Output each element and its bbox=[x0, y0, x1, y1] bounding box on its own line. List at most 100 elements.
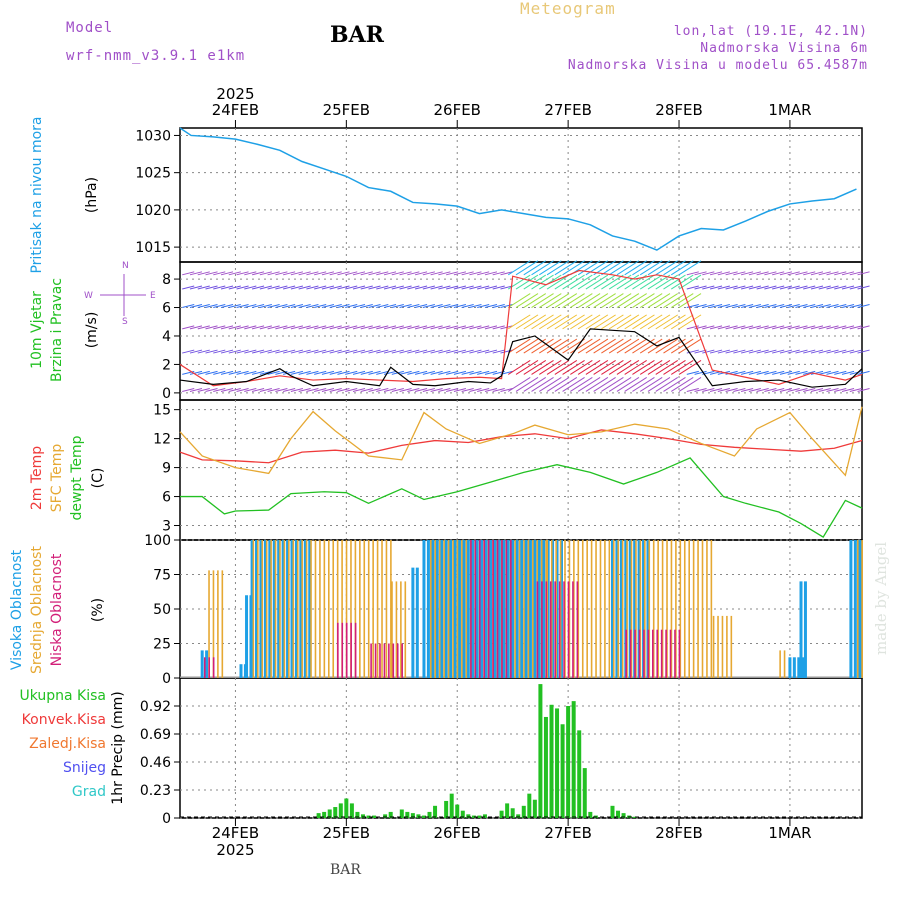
wind-arrow bbox=[803, 271, 816, 276]
wind-arrow bbox=[469, 370, 482, 375]
wind-arrow bbox=[368, 304, 381, 309]
wind-arrow bbox=[725, 325, 738, 330]
precip-bar bbox=[616, 810, 621, 818]
precip-legend-item: Konvek.Kisa bbox=[22, 712, 106, 728]
wind-arrow bbox=[717, 285, 730, 290]
wind-arrow bbox=[189, 387, 203, 392]
wind-arrow bbox=[267, 387, 280, 392]
wind-arrow bbox=[414, 370, 428, 375]
wind-arrow bbox=[220, 304, 234, 309]
wind-arrow bbox=[205, 271, 218, 276]
wind-arrow bbox=[748, 271, 762, 276]
wind-arrow bbox=[772, 271, 785, 276]
wind-arrow bbox=[197, 387, 210, 392]
wind-arrow bbox=[655, 293, 679, 308]
wind-arrow bbox=[500, 387, 513, 392]
wind-arrow bbox=[670, 338, 694, 354]
wind-arrow bbox=[779, 349, 793, 354]
wind-arrow bbox=[756, 370, 769, 375]
wind-arrow bbox=[507, 338, 531, 354]
wind-arrow bbox=[446, 285, 459, 290]
wind-arrow bbox=[810, 304, 824, 309]
wind-arrow bbox=[368, 387, 381, 392]
bottom-axis-year: 2025 bbox=[216, 841, 254, 859]
wind-arrow bbox=[741, 285, 754, 290]
wind-arrow bbox=[228, 271, 241, 276]
temperature-ytick-label: 12 bbox=[153, 432, 171, 448]
wind-arrow bbox=[321, 349, 335, 354]
wind-arrow bbox=[213, 370, 226, 375]
wind-arrow bbox=[585, 274, 609, 290]
wind-arrow bbox=[616, 314, 640, 330]
wind-arrow bbox=[725, 387, 738, 392]
wind-arrow bbox=[461, 304, 474, 309]
wind-arrow bbox=[694, 387, 707, 392]
precip-bar bbox=[460, 810, 465, 818]
wind-arrow bbox=[492, 285, 505, 290]
wind-arrow bbox=[562, 260, 585, 276]
wind-arrow bbox=[655, 359, 679, 375]
wind-dir-n: N bbox=[122, 261, 129, 271]
wind-arrow bbox=[275, 349, 288, 354]
wind-arrow bbox=[834, 325, 847, 330]
wind-arrow bbox=[314, 285, 327, 290]
wind-arrow bbox=[857, 285, 870, 290]
wind-arrow bbox=[647, 314, 671, 330]
wind-arrow bbox=[841, 349, 855, 354]
wind-arrow bbox=[197, 285, 210, 290]
wind-arrow bbox=[360, 325, 373, 330]
wind-arrow bbox=[383, 349, 397, 354]
wind-arrow bbox=[616, 377, 640, 392]
wind-arrow bbox=[205, 325, 218, 330]
wind-arrow bbox=[826, 387, 839, 392]
wind-arrow bbox=[585, 314, 609, 330]
wind-arrow bbox=[686, 271, 699, 276]
wind-arrow bbox=[298, 304, 311, 309]
wind-arrow bbox=[275, 271, 288, 276]
wind-arrow bbox=[616, 274, 640, 290]
wind-arrow bbox=[461, 387, 474, 392]
temp-unit: (C) bbox=[90, 468, 106, 489]
wind-arrow bbox=[205, 387, 218, 392]
wind-arrow bbox=[306, 325, 319, 330]
cloud-ylabel-mid: Srednja Oblacnost bbox=[29, 546, 45, 674]
wind-arrow bbox=[741, 387, 754, 392]
precip-bar bbox=[410, 813, 415, 818]
wind-arrow bbox=[500, 349, 513, 354]
wind-arrow bbox=[686, 387, 699, 392]
wind-arrow bbox=[507, 293, 531, 308]
wind-arrow bbox=[337, 304, 350, 309]
wind-arrow bbox=[523, 377, 547, 392]
wind-arrow bbox=[593, 338, 616, 354]
wind-ytick-label: 0 bbox=[162, 386, 171, 402]
wind-arrow bbox=[345, 387, 358, 392]
wind-arrow bbox=[670, 359, 694, 375]
wind-arrow bbox=[531, 260, 554, 276]
wind-arrow bbox=[803, 370, 816, 375]
wind-arrow bbox=[329, 304, 342, 309]
wind-arrow bbox=[391, 387, 404, 392]
wind-arrow bbox=[422, 349, 435, 354]
wind-arrow bbox=[593, 274, 616, 290]
precip-bar bbox=[444, 800, 449, 818]
wind-arrow bbox=[376, 304, 389, 309]
wind-arrow bbox=[632, 377, 655, 392]
wind-arrow bbox=[430, 325, 443, 330]
wind-arrow bbox=[220, 271, 234, 276]
wind-arrow bbox=[290, 304, 304, 309]
precip-bar bbox=[527, 793, 532, 818]
wind-arrow bbox=[810, 325, 824, 330]
wind-arrow bbox=[290, 285, 304, 290]
wind-arrow bbox=[407, 370, 420, 375]
wind-arrow bbox=[244, 349, 257, 354]
wind-arrow bbox=[399, 304, 412, 309]
wind-arrow bbox=[577, 260, 601, 276]
wind-arrow bbox=[593, 293, 616, 308]
wind-arrow bbox=[283, 285, 296, 290]
wind-arrow bbox=[601, 293, 624, 308]
model-name: wrf-nmm_v3.9.1 e1km bbox=[66, 48, 246, 64]
precip-bar bbox=[560, 724, 565, 818]
precip-bar bbox=[405, 811, 410, 818]
wind-arrow bbox=[531, 359, 554, 375]
